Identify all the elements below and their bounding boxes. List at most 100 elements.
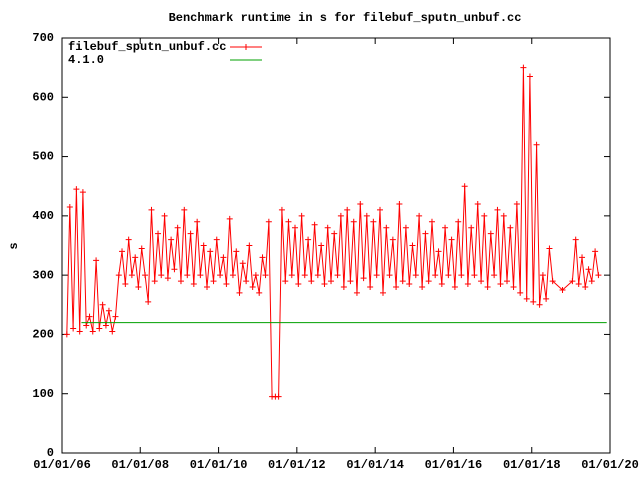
point-marker	[530, 298, 537, 305]
point-marker	[451, 284, 458, 290]
point-marker	[523, 295, 530, 302]
x-tick-label: 01/01/14	[346, 458, 404, 472]
point-marker	[350, 218, 357, 225]
point-marker	[66, 203, 73, 210]
point-marker	[115, 272, 122, 279]
point-marker	[311, 221, 318, 228]
x-tick-label: 01/01/08	[111, 458, 169, 472]
point-marker	[246, 242, 253, 249]
point-marker	[229, 272, 236, 279]
point-marker	[125, 236, 132, 243]
point-marker	[497, 281, 504, 288]
point-marker	[353, 289, 360, 296]
point-marker	[474, 201, 481, 207]
point-marker	[239, 260, 246, 267]
point-marker	[432, 272, 439, 279]
point-marker	[543, 295, 550, 302]
point-marker	[119, 248, 126, 255]
point-marker	[298, 212, 305, 219]
point-marker	[481, 212, 488, 219]
point-marker	[86, 313, 93, 320]
point-marker	[252, 272, 259, 279]
point-marker	[236, 289, 243, 296]
point-marker	[399, 278, 406, 285]
x-tick-label: 01/01/10	[190, 458, 248, 472]
point-marker	[575, 281, 582, 288]
point-marker	[461, 183, 468, 190]
point-marker	[204, 284, 211, 290]
point-marker	[592, 248, 599, 255]
point-marker	[458, 272, 465, 279]
point-marker	[194, 218, 201, 225]
point-marker	[494, 206, 501, 213]
point-marker	[357, 201, 364, 207]
y-tick-label: 700	[32, 31, 54, 45]
legend-label: 4.1.0	[68, 53, 104, 67]
point-marker	[569, 278, 576, 285]
point-marker	[396, 201, 403, 207]
point-marker	[168, 236, 175, 243]
point-marker	[412, 272, 419, 279]
point-marker	[256, 289, 263, 296]
point-marker	[288, 272, 295, 279]
point-marker	[99, 301, 106, 308]
point-marker	[510, 284, 517, 290]
point-marker	[409, 242, 416, 249]
point-marker	[367, 284, 374, 290]
point-marker	[370, 218, 377, 225]
point-marker	[213, 236, 220, 243]
point-marker	[402, 224, 409, 231]
point-marker	[513, 201, 520, 207]
point-marker	[416, 212, 423, 219]
point-marker	[331, 230, 338, 237]
point-marker	[507, 224, 514, 231]
point-marker	[285, 218, 292, 225]
point-marker	[549, 278, 556, 285]
point-marker	[386, 272, 393, 279]
chart-title: Benchmark runtime in s for filebuf_sputn…	[169, 11, 522, 25]
point-marker	[517, 289, 524, 296]
point-marker	[445, 272, 452, 279]
point-marker	[217, 272, 224, 279]
point-marker	[305, 236, 312, 243]
point-marker	[314, 272, 321, 279]
point-marker	[223, 281, 230, 288]
point-marker	[105, 307, 112, 314]
point-marker	[328, 278, 335, 285]
point-marker	[379, 289, 386, 296]
y-tick-label: 400	[32, 209, 54, 223]
point-marker	[442, 224, 449, 231]
point-marker	[376, 206, 383, 213]
point-marker	[265, 218, 272, 225]
x-tick-label: 01/01/20	[581, 458, 639, 472]
point-marker	[536, 301, 543, 308]
point-marker	[148, 206, 155, 213]
point-marker	[181, 206, 188, 213]
point-marker	[419, 284, 426, 290]
point-marker	[595, 272, 602, 279]
point-marker	[559, 286, 566, 293]
point-marker	[93, 257, 100, 264]
point-marker	[344, 206, 351, 213]
point-marker	[468, 224, 475, 231]
point-marker	[135, 284, 142, 290]
point-marker	[89, 328, 96, 335]
point-marker	[226, 215, 233, 222]
point-marker	[318, 242, 325, 249]
point-marker	[187, 230, 194, 237]
point-marker	[585, 266, 592, 273]
point-marker	[539, 272, 546, 279]
point-marker	[491, 272, 498, 279]
point-marker	[546, 245, 553, 252]
point-marker	[301, 272, 308, 279]
y-tick-label: 200	[32, 328, 54, 342]
plot-border	[61, 37, 611, 454]
point-marker	[259, 254, 266, 261]
point-marker	[70, 325, 77, 332]
point-marker	[464, 281, 471, 288]
point-marker	[428, 218, 435, 225]
point-marker	[337, 212, 344, 219]
point-marker	[455, 218, 462, 225]
y-tick-label: 600	[32, 90, 54, 104]
